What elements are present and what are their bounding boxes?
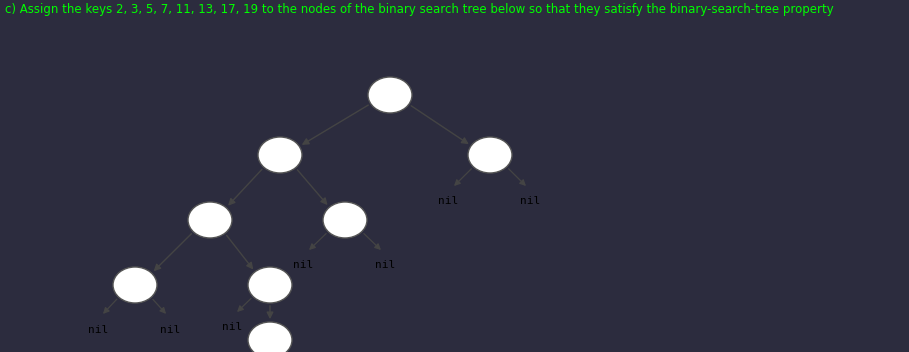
Ellipse shape bbox=[468, 137, 512, 173]
Text: nil: nil bbox=[88, 325, 108, 335]
Text: nil: nil bbox=[520, 196, 540, 206]
Text: nil: nil bbox=[293, 260, 313, 270]
Text: nil: nil bbox=[375, 260, 395, 270]
Ellipse shape bbox=[258, 137, 302, 173]
Ellipse shape bbox=[248, 267, 292, 303]
Ellipse shape bbox=[368, 77, 412, 113]
Ellipse shape bbox=[113, 267, 157, 303]
Ellipse shape bbox=[248, 322, 292, 352]
Text: nil: nil bbox=[160, 325, 180, 335]
Ellipse shape bbox=[323, 202, 367, 238]
Text: nil: nil bbox=[222, 322, 242, 332]
Ellipse shape bbox=[188, 202, 232, 238]
Text: nil: nil bbox=[438, 196, 458, 206]
Text: c) Assign the keys 2, 3, 5, 7, 11, 13, 17, 19 to the nodes of the binary search : c) Assign the keys 2, 3, 5, 7, 11, 13, 1… bbox=[5, 4, 834, 17]
